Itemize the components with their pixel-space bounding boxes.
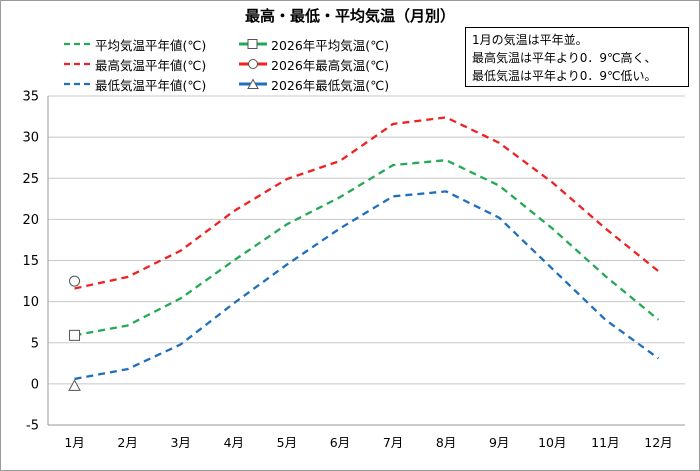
y-tick-label: 5	[31, 336, 39, 351]
series-line	[74, 190, 660, 381]
series-line	[74, 159, 660, 337]
y-tick-label: 30	[22, 131, 39, 146]
note-line: 1月の気温は平年並。	[472, 33, 588, 47]
legend: 平均気温平年値(℃) 最高気温平年値(℃) 最低気温平年値(℃) 2026年平均…	[62, 35, 462, 93]
x-tick-label: 3月	[170, 435, 190, 450]
legend-label: 平均気温平年値(℃)	[95, 37, 207, 53]
note-line: 最低気温は平年より0．9℃低い。	[472, 69, 657, 83]
note-line: 最高気温は平年より0．9℃高く、	[472, 51, 657, 65]
legend-label: 最高気温平年値(℃)	[95, 57, 207, 73]
y-tick-label: -5	[26, 419, 39, 434]
square-marker-icon	[239, 39, 267, 49]
triangle-marker-icon	[239, 78, 267, 89]
x-tick-label: 11月	[591, 435, 619, 450]
legend-label: 2026年最低気温(℃)	[271, 77, 390, 93]
data-point-circle	[69, 275, 81, 287]
legend-item-max-2026: 2026年最高気温(℃)	[238, 55, 389, 73]
note-box: 1月の気温は平年並。 最高気温は平年より0．9℃高く、 最低気温は平年より0．9…	[465, 27, 689, 87]
data-point-triangle	[68, 379, 81, 391]
y-tick-label: 20	[22, 213, 39, 228]
legend-item-avg-2026: 2026年平均気温(℃)	[238, 35, 389, 53]
y-tick-label: 0	[31, 377, 39, 392]
legend-item-min-normal: 最低気温平年値(℃)	[62, 75, 206, 93]
legend-label: 最低気温平年値(℃)	[95, 77, 207, 93]
y-tick-label: 35	[22, 90, 39, 105]
legend-item-avg-normal: 平均気温平年値(℃)	[62, 35, 206, 53]
x-tick-label: 7月	[383, 435, 403, 450]
chart-title: 最高・最低・平均気温（月別）	[244, 7, 455, 25]
legend-item-max-normal: 最高気温平年値(℃)	[62, 55, 206, 73]
y-tick-label: 15	[22, 254, 39, 269]
x-tick-label: 5月	[277, 435, 297, 450]
x-tick-label: 9月	[489, 435, 509, 450]
x-tick-label: 12月	[644, 435, 672, 450]
circle-marker-icon	[239, 59, 267, 69]
data-point-square	[69, 329, 81, 341]
x-tick-label: 1月	[64, 435, 84, 450]
x-tick-label: 8月	[436, 435, 456, 450]
legend-label: 2026年最高気温(℃)	[271, 57, 390, 73]
legend-item-min-2026: 2026年最低気温(℃)	[238, 75, 389, 93]
x-tick-label: 10月	[538, 435, 566, 450]
y-tick-label: 10	[22, 295, 39, 310]
x-tick-label: 2月	[117, 435, 137, 450]
x-tick-label: 4月	[224, 435, 244, 450]
legend-label: 2026年平均気温(℃)	[271, 37, 390, 53]
series-line	[74, 116, 660, 290]
y-tick-label: 25	[22, 172, 39, 187]
x-tick-label: 6月	[330, 435, 350, 450]
